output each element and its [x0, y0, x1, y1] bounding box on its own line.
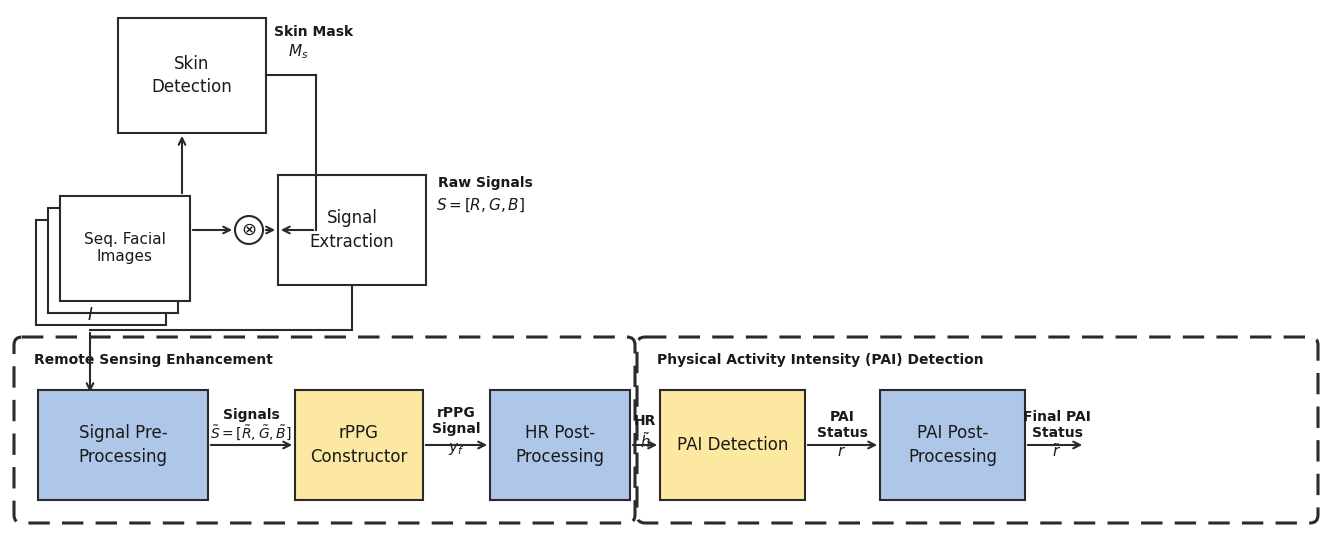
FancyBboxPatch shape [118, 18, 266, 133]
Text: $\tilde{S}=[\tilde{R},\tilde{G},\tilde{B}]$: $\tilde{S}=[\tilde{R},\tilde{G},\tilde{B… [210, 424, 291, 442]
Text: Remote Sensing Enhancement: Remote Sensing Enhancement [35, 353, 273, 367]
Text: PAI Detection: PAI Detection [676, 436, 788, 454]
Text: HR: HR [634, 414, 656, 428]
Circle shape [236, 216, 264, 244]
Text: Final PAI: Final PAI [1024, 410, 1091, 424]
Text: Raw Signals: Raw Signals [438, 176, 532, 190]
Text: Skin
Detection: Skin Detection [152, 55, 233, 96]
Text: Status: Status [816, 426, 868, 440]
FancyBboxPatch shape [36, 220, 166, 325]
Text: PAI: PAI [829, 410, 855, 424]
Text: Seq. Facial
Images: Seq. Facial Images [84, 232, 166, 264]
Text: rPPG
Constructor: rPPG Constructor [310, 424, 407, 466]
Text: $I$: $I$ [87, 306, 93, 324]
Text: Signal: Signal [431, 422, 480, 436]
Text: PAI Post-
Processing: PAI Post- Processing [908, 424, 997, 466]
Text: Signal Pre-
Processing: Signal Pre- Processing [79, 424, 168, 466]
FancyBboxPatch shape [60, 196, 190, 301]
Text: Signals: Signals [222, 408, 280, 422]
Text: Signal
Extraction: Signal Extraction [310, 209, 394, 251]
Text: $\otimes$: $\otimes$ [241, 221, 257, 239]
FancyBboxPatch shape [660, 390, 805, 500]
FancyBboxPatch shape [880, 390, 1025, 500]
FancyBboxPatch shape [48, 208, 178, 313]
Text: rPPG: rPPG [437, 406, 475, 420]
Text: Status: Status [1032, 426, 1082, 440]
Text: $\tilde{r}$: $\tilde{r}$ [1053, 442, 1062, 460]
Text: $r$: $r$ [837, 444, 847, 459]
Text: $\tilde{h}$: $\tilde{h}$ [640, 431, 651, 451]
Text: $S = [R, G, B]$: $S = [R, G, B]$ [437, 197, 524, 214]
Text: Skin Mask: Skin Mask [274, 25, 353, 39]
FancyBboxPatch shape [39, 390, 208, 500]
Text: $M_s$: $M_s$ [287, 42, 309, 61]
FancyBboxPatch shape [490, 390, 630, 500]
FancyBboxPatch shape [278, 175, 426, 285]
FancyBboxPatch shape [295, 390, 423, 500]
Text: HR Post-
Processing: HR Post- Processing [515, 424, 604, 466]
Text: Physical Activity Intensity (PAI) Detection: Physical Activity Intensity (PAI) Detect… [658, 353, 984, 367]
Text: $y_f$: $y_f$ [447, 441, 465, 457]
